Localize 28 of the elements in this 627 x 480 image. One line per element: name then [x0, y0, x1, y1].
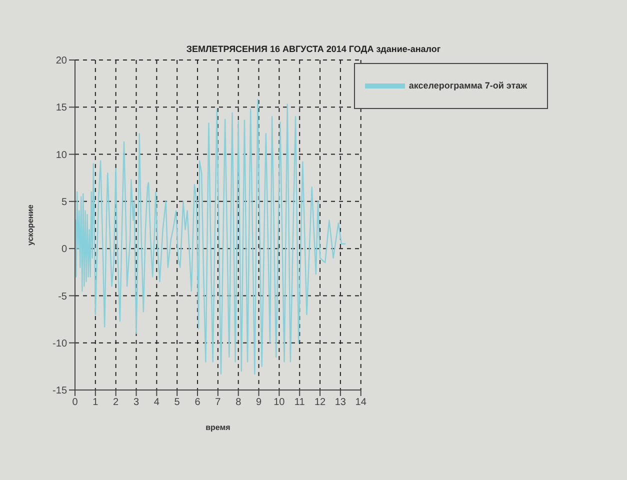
- x-tick-label: 4: [154, 397, 160, 408]
- y-tick-label: 20: [56, 56, 68, 67]
- x-tick-label: 0: [72, 397, 78, 408]
- y-tick-label: -15: [52, 386, 68, 397]
- x-tick-label: 6: [194, 397, 201, 408]
- y-tick-label: -5: [58, 291, 68, 302]
- x-tick-label: 9: [256, 397, 262, 408]
- x-tick-label: 14: [355, 397, 367, 408]
- y-axis-title: ускорение: [26, 204, 35, 246]
- x-tick-label: 13: [334, 397, 346, 408]
- y-tick-label: 15: [56, 102, 68, 114]
- x-axis-title: время: [206, 423, 231, 432]
- legend-label: акселерограмма 7-ой этаж: [408, 80, 527, 90]
- line-series: [75, 99, 346, 375]
- x-tick-label: 11: [294, 397, 306, 408]
- x-tick-label: 3: [133, 397, 140, 408]
- x-tick-label: 7: [215, 397, 222, 408]
- y-tick-label: 0: [61, 244, 68, 256]
- y-tick-label: 5: [61, 196, 68, 208]
- y-tick-label: 10: [56, 150, 68, 161]
- x-tick-label: 2: [113, 397, 120, 408]
- x-tick-label: 1: [92, 397, 99, 408]
- x-tick-label: 8: [236, 397, 242, 408]
- x-tick-label: 5: [174, 397, 180, 408]
- x-tick-label: 12: [314, 397, 326, 408]
- chart-title: ЗЕМЛЕТРЯСЕНИЯ 16 АВГУСТА 2014 ГОДА здание-аналог: [185, 44, 442, 54]
- y-tick-label: -10: [52, 338, 68, 350]
- x-tick-label: 10: [274, 397, 286, 408]
